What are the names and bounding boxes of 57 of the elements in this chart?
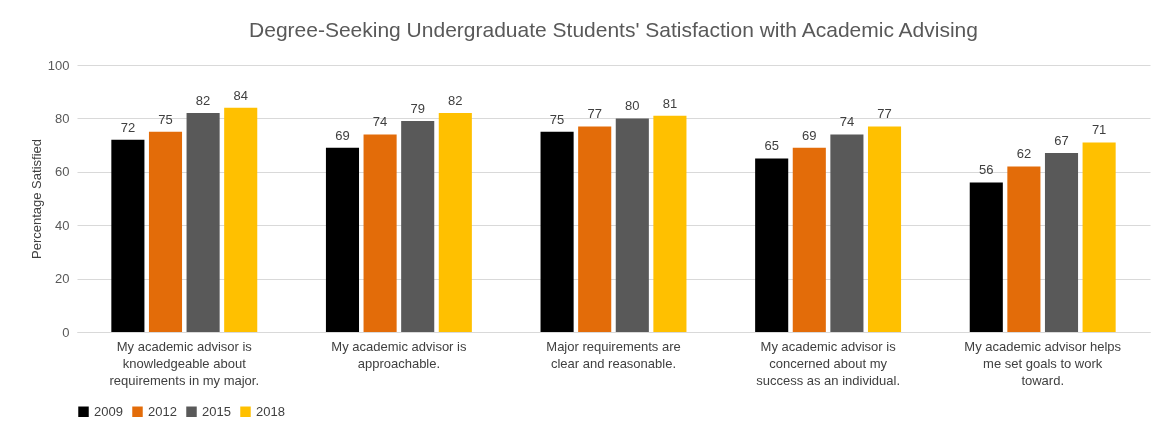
data-label: 82 xyxy=(448,93,463,109)
data-label: 82 xyxy=(195,93,211,109)
data-label: 67 xyxy=(1054,133,1069,149)
data-label: 81 xyxy=(662,95,678,111)
data-label: 80 xyxy=(625,98,640,114)
data-label: 77 xyxy=(877,106,892,122)
data-label: 77 xyxy=(587,106,602,122)
bar xyxy=(830,134,864,332)
y-axis-title: Percentage Satisfied xyxy=(28,139,44,259)
legend-label: 2015 xyxy=(202,403,231,419)
x-tick-label: My academic advisor is concerned about my success as an individual. xyxy=(756,338,901,388)
bar xyxy=(792,147,826,332)
data-label: 75 xyxy=(158,111,173,127)
data-label: 65 xyxy=(764,138,779,154)
bar xyxy=(1007,166,1041,332)
bar xyxy=(867,126,902,332)
bar xyxy=(401,121,435,332)
bar xyxy=(1082,142,1116,332)
data-label: 75 xyxy=(549,111,565,127)
y-tick-label: 0 xyxy=(62,324,70,340)
y-tick-label: 40 xyxy=(55,217,70,233)
bar xyxy=(148,131,183,332)
data-label: 79 xyxy=(410,101,425,117)
x-tick-label: My academic advisor is knowledgeable about requirements in my major. xyxy=(109,338,260,388)
data-label: 74 xyxy=(839,114,855,130)
x-tick-label: My academic advisor is approachable. xyxy=(331,338,467,371)
legend-label: 2009 xyxy=(94,403,123,419)
bar xyxy=(540,131,574,332)
legend-label: 2012 xyxy=(148,403,177,419)
data-label: 84 xyxy=(233,87,248,103)
y-tick-label: 100 xyxy=(47,57,70,73)
data-label: 56 xyxy=(979,162,994,178)
bar xyxy=(224,107,258,332)
legend-label: 2018 xyxy=(256,403,285,419)
x-tick-label: My academic advisor helps me set goals to work toward. xyxy=(964,338,1122,388)
data-label: 71 xyxy=(1091,122,1107,138)
bar xyxy=(111,139,145,332)
bar xyxy=(186,113,220,332)
y-tick-label: 80 xyxy=(55,110,70,126)
chart-title: Degree-Seeking Undergraduate Students' Satisfaction with Academic Advising xyxy=(249,18,978,41)
bar xyxy=(438,113,472,332)
bar xyxy=(1044,153,1079,332)
x-tick-label: Major requirements are clear and reasonable. xyxy=(546,338,681,371)
bar xyxy=(578,126,612,332)
y-tick-label: 60 xyxy=(55,164,70,180)
bar xyxy=(615,118,649,332)
data-label: 62 xyxy=(1016,146,1032,162)
y-tick-label: 20 xyxy=(55,271,70,287)
bar xyxy=(755,158,789,332)
bar xyxy=(325,147,360,332)
bar xyxy=(969,182,1003,332)
data-label: 69 xyxy=(802,127,817,143)
data-label: 69 xyxy=(335,127,350,143)
data-label: 74 xyxy=(372,114,388,130)
bar xyxy=(653,115,687,332)
data-label: 72 xyxy=(120,119,136,135)
bar xyxy=(363,134,397,332)
